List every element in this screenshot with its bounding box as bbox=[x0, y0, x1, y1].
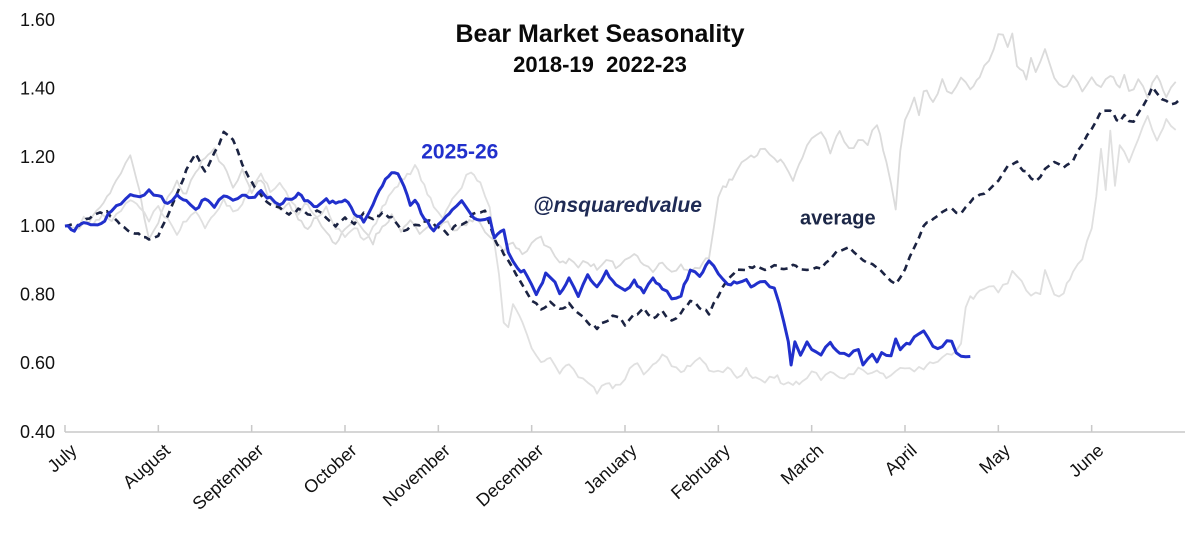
annotation--nsquaredvalue: @nsquaredvalue bbox=[533, 194, 702, 217]
y-axis: 0.40 0.60 0.80 1.00 1.20 1.40 1.60 bbox=[20, 10, 55, 442]
series-line-2018-19 bbox=[64, 32, 1177, 274]
y-tick-label: 1.20 bbox=[20, 147, 55, 167]
y-tick-label: 0.60 bbox=[20, 353, 55, 373]
y-tick-label: 1.60 bbox=[20, 10, 55, 30]
x-tick-label-july: July bbox=[44, 440, 81, 476]
x-tick-label-june: June bbox=[1065, 440, 1107, 481]
chart-subtitle: 2018-19 2022-23 bbox=[513, 52, 687, 77]
x-tick-label-november: November bbox=[379, 440, 454, 510]
x-tick-label-october: October bbox=[300, 440, 361, 498]
x-tick-label-september: September bbox=[189, 440, 268, 514]
series-line-2025-26 bbox=[64, 171, 971, 367]
annotation-layer: 2025-26 @nsquaredvalue average bbox=[421, 140, 875, 229]
x-tick-label-march: March bbox=[777, 440, 828, 488]
series-layer bbox=[64, 32, 1182, 395]
chart-title: Bear Market Seasonality bbox=[455, 20, 744, 48]
x-tick-label-april: April bbox=[881, 440, 921, 479]
y-tick-label: 1.00 bbox=[20, 216, 55, 236]
x-tick-label-january: January bbox=[580, 440, 641, 498]
x-axis: July August September October November Decemb… bbox=[44, 425, 1185, 514]
annotation-2025-26: 2025-26 bbox=[421, 140, 498, 163]
annotation-average: average bbox=[800, 207, 876, 229]
y-tick-label: 0.40 bbox=[20, 422, 55, 442]
x-tick-label-february: February bbox=[667, 440, 734, 503]
series-line-2022-23 bbox=[64, 115, 1177, 395]
x-tick-label-may: May bbox=[975, 440, 1014, 478]
y-tick-label: 1.40 bbox=[20, 78, 55, 98]
x-tick-label-december: December bbox=[472, 440, 547, 510]
y-tick-label: 0.80 bbox=[20, 284, 55, 304]
x-tick-label-august: August bbox=[119, 440, 174, 492]
